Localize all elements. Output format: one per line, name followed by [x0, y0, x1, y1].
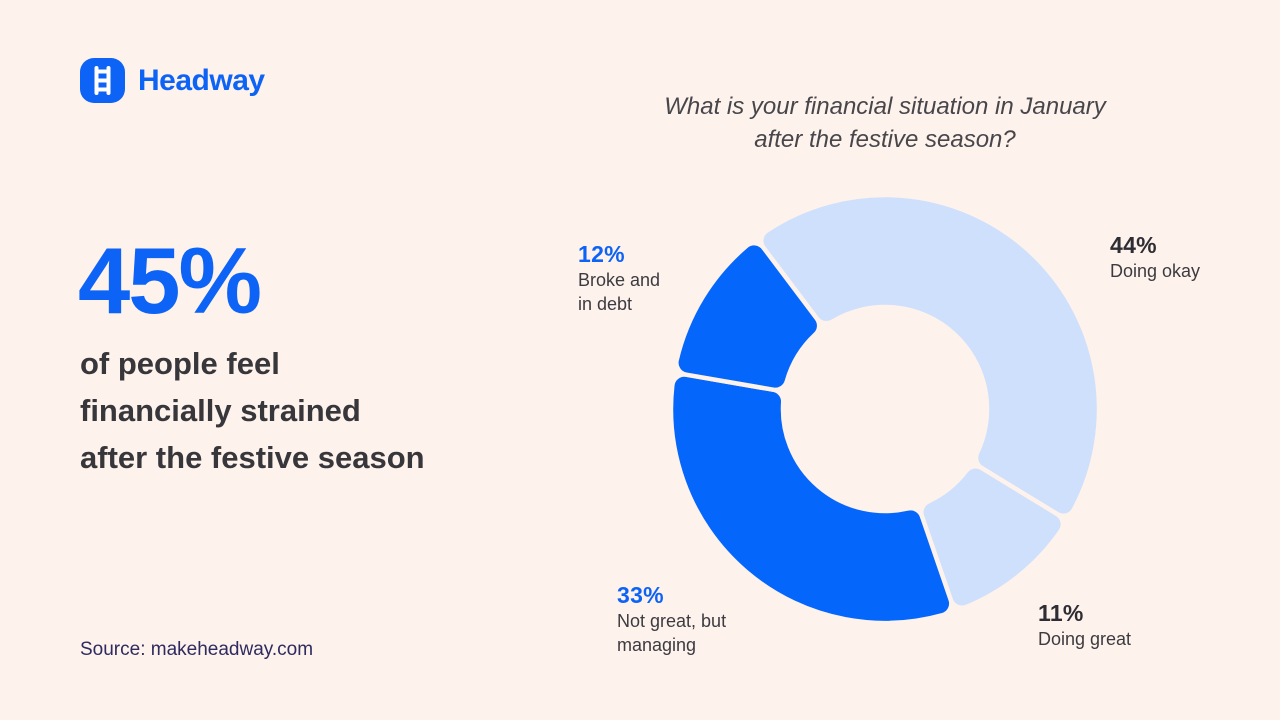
callout-label: Doing okay	[1110, 261, 1201, 281]
hero-stat: 45%	[78, 228, 262, 333]
hero-copy-line-2: financially strained	[80, 393, 361, 428]
callout-not-great-but-managing: 33% Not great, but managing	[617, 581, 752, 657]
chart-title: What is your financial situation in Janu…	[605, 90, 1165, 156]
headway-logo: Headway	[80, 58, 265, 103]
callout-broke-and-in-debt: 12% Broke and in debt	[578, 240, 678, 316]
donut-chart	[668, 192, 1102, 626]
callout-doing-great: 11% Doing great	[1038, 599, 1168, 651]
ladder-icon	[80, 58, 125, 103]
callout-pct: 11%	[1038, 600, 1084, 626]
brand-wordmark: Headway	[138, 63, 265, 97]
source-note: Source: makeheadway.com	[80, 639, 314, 660]
callout-pct: 44%	[1110, 232, 1157, 258]
donut-segment-doing-okay	[759, 192, 1102, 519]
donut-segment-not-great-but-managing	[668, 372, 954, 626]
callout-doing-okay: 44% Doing okay	[1110, 231, 1240, 283]
chart-title-line-1: What is your financial situation in Janu…	[664, 93, 1106, 120]
callout-label: Doing great	[1038, 629, 1132, 649]
hero-copy: of people feel financially strained afte…	[80, 340, 425, 481]
callout-label: Broke and in debt	[578, 270, 661, 314]
hero-copy-line-1: of people feel	[80, 346, 280, 381]
callout-pct: 33%	[617, 582, 664, 608]
hero-copy-line-3: after the festive season	[80, 440, 425, 475]
donut-segment-broke-and-in-debt	[674, 240, 822, 393]
chart-title-line-2: after the festive season?	[754, 126, 1016, 153]
callout-pct: 12%	[578, 241, 625, 267]
callout-label: Not great, but managing	[617, 611, 727, 655]
